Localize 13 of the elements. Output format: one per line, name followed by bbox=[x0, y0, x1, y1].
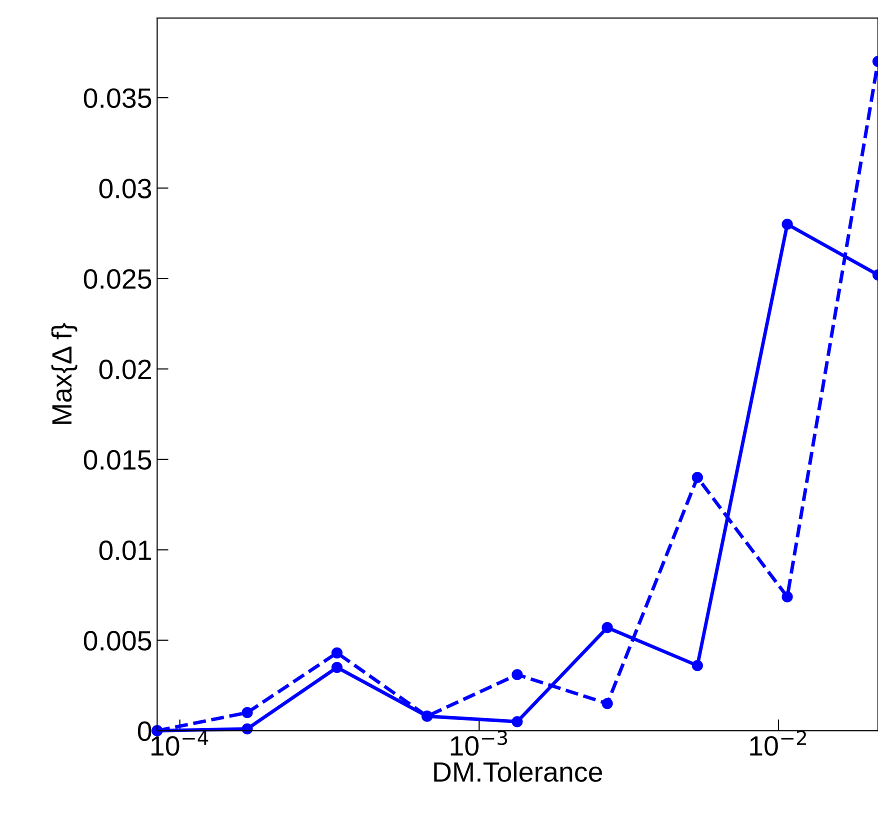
y-axis-title: Max{Δ f} bbox=[51, 323, 78, 424]
y-tick-label: 0.03 bbox=[99, 178, 152, 198]
y-tick-label: 0.005 bbox=[84, 630, 152, 651]
y-tick-label: 0.025 bbox=[84, 269, 152, 289]
y-tick-label: 0.035 bbox=[84, 88, 152, 108]
y-tick-label: 0.015 bbox=[84, 450, 152, 470]
x-tick-label: 10$^{−3}$ bbox=[450, 730, 508, 756]
y-tick-label: 0 bbox=[138, 721, 152, 742]
x-tick-label: 10$^{−4}$ bbox=[152, 730, 208, 756]
x-axis-title: DM.Tolerance bbox=[434, 761, 602, 782]
x-tick-label: 10$^{−2}$ bbox=[750, 730, 806, 756]
y-tick-label: 0.02 bbox=[99, 360, 151, 380]
y-tick-label: 0.01 bbox=[99, 540, 151, 560]
